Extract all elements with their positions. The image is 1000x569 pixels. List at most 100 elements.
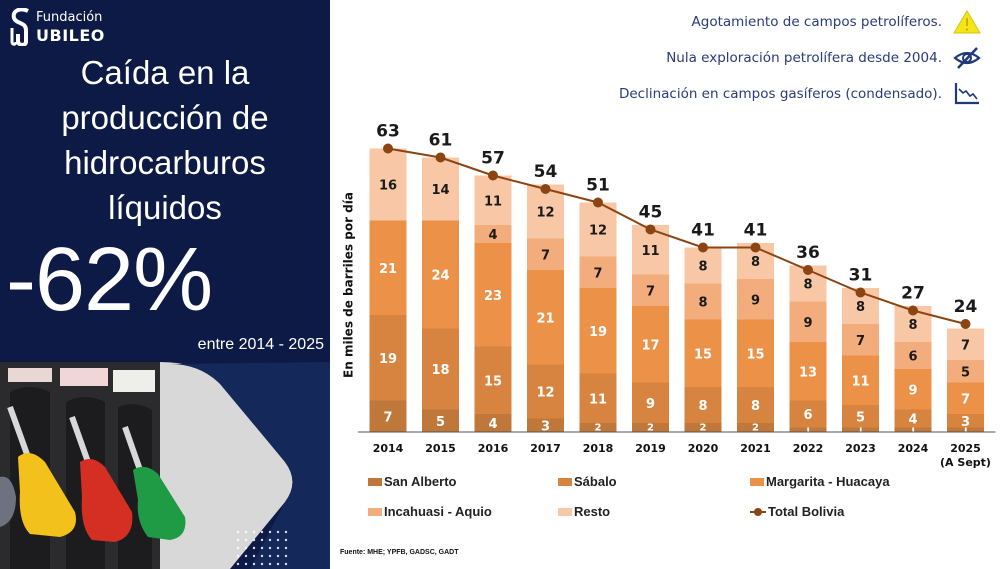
note-item: Nula exploración petrolífera desde 2004. — [562, 40, 982, 76]
total-label: 31 — [849, 266, 873, 286]
bar-segment-san-alberto — [422, 409, 459, 432]
bar-segment-san-alberto — [632, 423, 669, 432]
data-label: 7 — [383, 410, 392, 425]
x-tick-label: 2014 — [373, 442, 404, 455]
total-bolivia-point — [960, 319, 971, 329]
bar-segment-s-balo — [737, 387, 774, 423]
total-label: 41 — [691, 221, 715, 241]
note-text: Nula exploración petrolífera desde 2004. — [666, 50, 942, 66]
data-label: 7 — [856, 334, 865, 349]
stacked-bar-chart: 7192116518241441523411312217122111971229… — [358, 122, 996, 469]
bars-layer: 7192116518241441523411312217122111971229… — [369, 148, 984, 436]
bar-segment-san-alberto — [842, 427, 879, 432]
title-line: producción de — [61, 99, 269, 136]
data-label: 4 — [488, 228, 497, 243]
note-text: Declinación en campos gasíferos (condens… — [618, 86, 942, 102]
data-label: 3 — [961, 415, 970, 430]
bar-segment-margarita-huacaya — [789, 342, 827, 401]
logo-line1: Fundación — [36, 10, 103, 25]
total-label: 36 — [796, 243, 820, 263]
data-label: 5 — [856, 410, 865, 425]
data-label: 11 — [484, 194, 502, 209]
title-line: Caída en la — [80, 54, 250, 91]
bar-segment-incahuasi-aquio — [474, 225, 512, 243]
x-tick-label: 2015 — [425, 442, 456, 455]
bar-segment-incahuasi-aquio — [789, 301, 827, 342]
data-label: 1 — [962, 425, 969, 436]
x-tick-label: 2016 — [478, 442, 509, 455]
title-line: líquidos — [108, 189, 222, 226]
x-tick-labels: 2014 2015 2016 2017 2018 2019 2020 2021 2022 2023… — [373, 442, 991, 469]
total-bolivia-point — [803, 265, 813, 275]
bar-segment-margarita-huacaya — [947, 382, 984, 414]
chart-legend: San Alberto Sábalo Margarita - Huacaya Inca… — [368, 472, 988, 532]
data-label: 3 — [541, 419, 550, 434]
bar-segment-incahuasi-aquio — [737, 279, 774, 320]
bar-segment-s-balo — [789, 400, 827, 428]
legend-label: Margarita - Huacaya — [766, 474, 890, 489]
data-label: 7 — [593, 266, 602, 281]
data-label: 7 — [961, 392, 970, 407]
bar-segment-incahuasi-aquio — [842, 324, 879, 356]
data-label: 12 — [536, 386, 554, 401]
data-label: 6 — [908, 350, 917, 365]
bar-segment-incahuasi-aquio — [632, 274, 669, 306]
decorative-dots — [236, 530, 288, 566]
bar-segment-resto — [684, 247, 722, 284]
x-tick-label: 2017 — [530, 442, 561, 455]
data-label: 8 — [698, 260, 707, 275]
total-bolivia-point — [593, 197, 603, 208]
eye-slash-icon — [953, 47, 981, 69]
data-label: 15 — [746, 347, 764, 362]
data-label: 6 — [803, 408, 812, 423]
data-label: 9 — [908, 383, 917, 398]
x-tick-label: 2021 — [740, 442, 771, 455]
total-label: 54 — [534, 162, 558, 182]
note-text: Agotamiento de campos petrolíferos. — [691, 14, 942, 30]
logo-mark-icon — [10, 8, 29, 46]
data-label: 1 — [857, 425, 864, 436]
legend-label: Resto — [574, 504, 611, 519]
legend-label: Total Bolivia — [768, 504, 845, 519]
legend-item: Resto — [558, 504, 610, 519]
bar-segment-margarita-huacaya — [474, 243, 512, 347]
data-label: 21 — [536, 311, 554, 326]
total-bolivia-point — [855, 287, 866, 298]
data-label: 8 — [698, 399, 707, 414]
bar-segment-san-alberto — [527, 418, 564, 432]
bar-segment-san-alberto — [789, 427, 827, 432]
bar-segment-incahuasi-aquio — [947, 360, 984, 383]
data-label: 2 — [700, 423, 707, 434]
total-label: 24 — [954, 297, 978, 317]
x-tick-label: 2018 — [583, 442, 614, 455]
total-bolivia-point — [750, 242, 761, 253]
data-label: 2 — [752, 423, 759, 434]
data-label: 5 — [961, 365, 970, 380]
data-label: 8 — [698, 296, 707, 311]
bar-segment-margarita-huacaya — [684, 319, 722, 387]
bar-segment-margarita-huacaya — [632, 306, 669, 383]
bar-segment-resto — [422, 157, 459, 221]
x-tick-sublabel: (A Sept) — [940, 456, 991, 469]
data-label: 18 — [431, 363, 449, 378]
data-label: 2 — [595, 423, 602, 434]
period-label: entre 2014 - 2025 — [197, 336, 324, 353]
logo-line2: UBILEO — [36, 26, 105, 45]
source-note: Fuente: MHE; YPFB, GADSC, GADT — [340, 549, 459, 556]
bar-segment-margarita-huacaya — [737, 319, 774, 387]
bar-segment-san-alberto — [894, 427, 932, 432]
bar-segment-incahuasi-aquio — [527, 238, 564, 270]
legend-label: Incahuasi - Aquio — [384, 504, 492, 519]
x-tick-label: 2023 — [845, 442, 876, 455]
data-label: 23 — [484, 289, 502, 304]
legend-swatch — [368, 477, 382, 486]
bar-segment-incahuasi-aquio — [579, 256, 617, 288]
data-label: 12 — [589, 224, 607, 239]
bar-segment-s-balo — [947, 414, 984, 428]
total-label: 63 — [376, 122, 400, 142]
x-tick-label: 2020 — [688, 442, 719, 455]
bar-segment-s-balo — [632, 382, 669, 423]
data-label: 9 — [803, 316, 812, 331]
bar-segment-resto — [474, 175, 512, 225]
bar-segment-margarita-huacaya — [579, 288, 617, 374]
